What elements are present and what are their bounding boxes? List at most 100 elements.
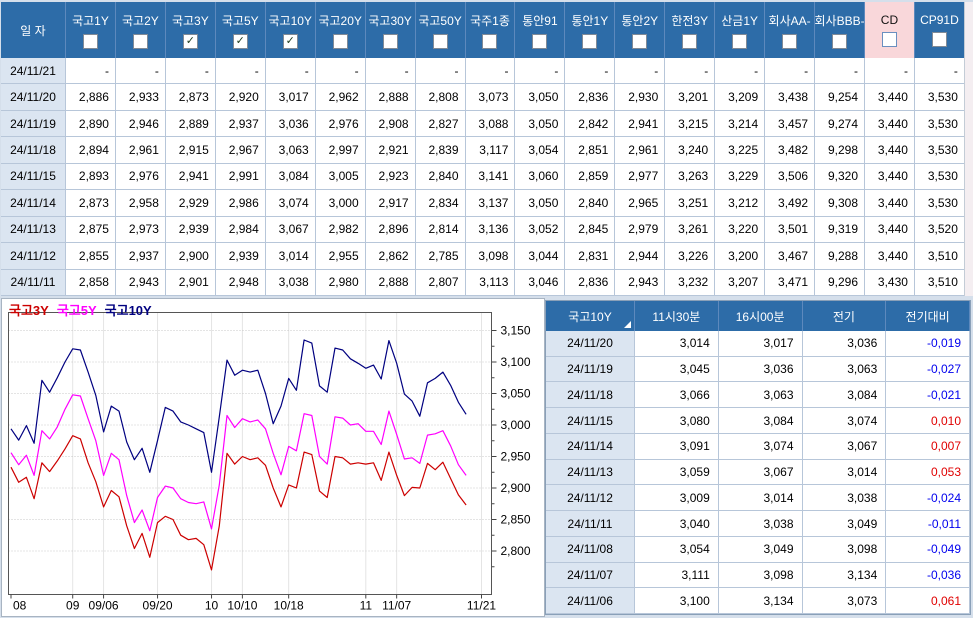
yields-row-24-11-13[interactable]: 24/11/13 2,875 2,973 2,939 2,984 3,067 2,982 2,… (1, 216, 965, 244)
checkbox-unchecked-icon[interactable] (332, 33, 348, 49)
value-1600: 3,063 (719, 382, 803, 408)
yields-row-24-11-14[interactable]: 24/11/14 2,873 2,958 2,929 2,986 3,074 3,000 2,… (1, 190, 965, 217)
y-axis-label: 2,850 (501, 513, 531, 527)
detail-header-2[interactable]: 16시00분 (719, 301, 803, 331)
value-change: -0,027 (886, 356, 970, 382)
column-label: 회사AA- (768, 13, 811, 28)
detail-header-0[interactable]: 국고10Y (546, 301, 635, 331)
column-header-16[interactable]: CD (865, 2, 915, 58)
column-header-2[interactable]: 국고3Y ✓ (166, 2, 216, 58)
yields-row-24-11-11[interactable]: 24/11/11 2,858 2,943 2,901 2,948 3,038 2,980 2,… (1, 269, 965, 296)
detail-row-24-11-11[interactable]: 24/11/11 3,040 3,038 3,049 -0,011 (546, 511, 970, 537)
yield-cell: - (915, 58, 965, 84)
checkbox-unchecked-icon[interactable] (881, 32, 897, 47)
column-header-11[interactable]: 통안2Y (615, 2, 666, 58)
checkbox-unchecked-icon[interactable] (132, 33, 148, 49)
yield-cell: 3,044 (515, 243, 566, 269)
yields-row-24-11-21[interactable]: 24/11/21- - - - - - - - - - - - - - - - - - (1, 58, 965, 85)
column-label: 국고50Y (418, 13, 462, 28)
column-header-17[interactable]: CP91D (915, 2, 965, 58)
row-date: 24/11/18 (1, 137, 66, 163)
value-1600: 3,074 (719, 433, 803, 459)
checkbox-unchecked-icon[interactable] (432, 33, 448, 49)
value-prev: 3,067 (803, 433, 887, 459)
column-label: 국고10Y (268, 13, 312, 28)
value-prev: 3,098 (803, 536, 887, 562)
yields-row-24-11-20[interactable]: 24/11/20 2,886 2,933 2,873 2,920 3,017 2,962 2,… (1, 84, 965, 111)
y-axis-label: 3,100 (501, 355, 531, 369)
column-header-5[interactable]: 국고20Y (316, 2, 366, 58)
yield-cell: 2,991 (216, 163, 266, 190)
checkbox-unchecked-icon[interactable] (582, 33, 598, 49)
detail-header-3[interactable]: 전기 (803, 301, 887, 331)
checkbox-unchecked-icon[interactable] (732, 33, 748, 49)
column-header-3[interactable]: 국고5Y ✓ (216, 2, 266, 58)
checkbox-unchecked-icon[interactable] (782, 33, 798, 49)
detail-header-1[interactable]: 11시30분 (635, 301, 719, 331)
checkbox-unchecked-icon[interactable] (82, 33, 98, 49)
column-header-13[interactable]: 산금1Y (715, 2, 766, 58)
yield-cell: 2,873 (166, 84, 216, 110)
column-header-1[interactable]: 국고2Y (116, 2, 166, 58)
column-header-7[interactable]: 국고50Y (416, 2, 466, 58)
yield-cell: 3,492 (765, 190, 816, 216)
column-header-9[interactable]: 통안91 (515, 2, 566, 58)
checkbox-unchecked-icon[interactable] (931, 32, 947, 47)
vertical-scrollbar[interactable] (964, 2, 973, 296)
yield-cell: 3,440 (865, 110, 915, 137)
column-header-6[interactable]: 국고30Y (366, 2, 416, 58)
checkbox-checked-icon[interactable]: ✓ (182, 33, 198, 49)
yields-row-24-11-15[interactable]: 24/11/15 2,893 2,976 2,941 2,991 3,084 3,005 2,… (1, 163, 965, 191)
column-header-12[interactable]: 한전3Y (665, 2, 716, 58)
column-header-15[interactable]: 회사BBB- (815, 2, 865, 58)
column-header-8[interactable]: 국주1종 (466, 2, 516, 58)
yield-cell: - (865, 58, 915, 84)
checkbox-unchecked-icon[interactable] (382, 33, 398, 49)
column-header-4[interactable]: 국고10Y ✓ (266, 2, 316, 58)
yields-table-body: 24/11/21- - - - - - - - - - - - - - - - - -24/11/20 2,886 2… (1, 58, 965, 296)
detail-row-24-11-07[interactable]: 24/11/07 3,111 3,098 3,134 -0,036 (546, 562, 970, 589)
row-date: 24/11/11 (546, 511, 635, 536)
column-label: 통안91 (522, 13, 558, 28)
yield-cell: 3,440 (865, 216, 915, 243)
checkbox-checked-icon[interactable]: ✓ (282, 33, 298, 49)
detail-row-24-11-19[interactable]: 24/11/19 3,045 3,036 3,063 -0,027 (546, 356, 970, 383)
detail-row-24-11-15[interactable]: 24/11/15 3,080 3,084 3,074 0,010 (546, 408, 970, 434)
checkbox-unchecked-icon[interactable] (682, 33, 698, 49)
yield-cell: 2,962 (316, 84, 366, 110)
column-label: 국고20Y (318, 13, 362, 28)
detail-row-24-11-18[interactable]: 24/11/18 3,066 3,063 3,084 -0,021 (546, 382, 970, 409)
y-axis-label: 3,150 (501, 324, 531, 338)
detail-row-24-11-06[interactable]: 24/11/06 3,100 3,134 3,073 0,061 (546, 588, 970, 615)
value-1600: 3,049 (719, 536, 803, 562)
value-1600: 3,038 (719, 511, 803, 536)
value-1130: 3,009 (635, 485, 719, 511)
yield-cell: 2,840 (565, 190, 616, 216)
yields-row-24-11-19[interactable]: 24/11/19 2,890 2,946 2,889 2,937 3,036 2,976 2,… (1, 110, 965, 138)
detail-row-24-11-20[interactable]: 24/11/20 3,014 3,017 3,036 -0,019 (546, 331, 970, 357)
checkbox-unchecked-icon[interactable] (532, 33, 548, 49)
yield-cell: 3,046 (515, 269, 566, 295)
detail-row-24-11-08[interactable]: 24/11/08 3,054 3,049 3,098 -0,049 (546, 536, 970, 563)
detail-header-4[interactable]: 전기대비 (886, 301, 970, 331)
y-axis-label: 2,800 (501, 544, 531, 558)
value-change: 0,010 (886, 408, 970, 433)
yield-cell: 3,212 (715, 190, 766, 216)
checkbox-unchecked-icon[interactable] (832, 33, 848, 49)
yield-chart-panel: 국고3Y 국고5Y 국고10Y 3,150 3,100 3,050 3,000 2,950 2… (1, 298, 545, 617)
column-header-10[interactable]: 통안1Y (565, 2, 616, 58)
checkbox-checked-icon[interactable]: ✓ (232, 33, 248, 49)
yield-cell: 2,917 (366, 190, 416, 216)
yield-cell: 2,943 (116, 269, 166, 295)
detail-row-24-11-13[interactable]: 24/11/13 3,059 3,067 3,014 0,053 (546, 459, 970, 486)
yield-cell: 2,939 (166, 216, 216, 243)
yields-row-24-11-12[interactable]: 24/11/12 2,855 2,937 2,900 2,939 3,014 2,955 2,… (1, 243, 965, 270)
checkbox-unchecked-icon[interactable] (482, 33, 498, 49)
column-header-0[interactable]: 국고1Y (66, 2, 116, 58)
yields-row-24-11-18[interactable]: 24/11/18 2,894 2,961 2,915 2,967 3,063 2,997 2,… (1, 137, 965, 164)
yield-cell: 2,937 (116, 243, 166, 269)
checkbox-unchecked-icon[interactable] (632, 33, 648, 49)
column-header-14[interactable]: 회사AA- (765, 2, 816, 58)
detail-row-24-11-14[interactable]: 24/11/14 3,091 3,074 3,067 0,007 (546, 433, 970, 460)
detail-row-24-11-12[interactable]: 24/11/12 3,009 3,014 3,038 -0,024 (546, 485, 970, 512)
